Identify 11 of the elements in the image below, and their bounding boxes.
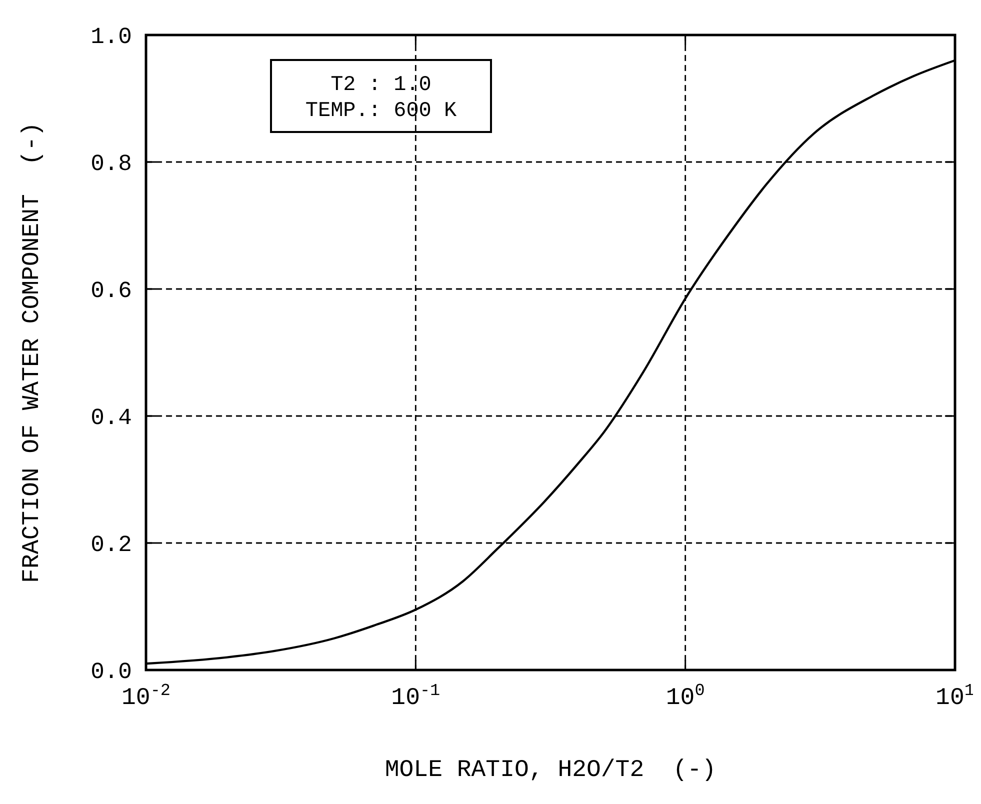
annotation: T2 : 1.0 bbox=[330, 74, 432, 97]
y-tick-label: 0.2 bbox=[90, 532, 132, 558]
x-tick-label: 10$^{-1}$ bbox=[391, 682, 440, 712]
y-tick-label: 1.0 bbox=[90, 24, 132, 50]
annotation: TEMP.: 600 K bbox=[305, 100, 458, 123]
y-tick-label: 0.4 bbox=[90, 405, 132, 431]
x-tick-label: 10$^{0}$ bbox=[666, 682, 705, 712]
y-axis-title: FRACTION OF WATER COMPONENT (-) bbox=[19, 122, 46, 583]
y-tick-label: 0.6 bbox=[90, 278, 132, 304]
y-tick-label: 0.8 bbox=[90, 151, 132, 177]
x-axis-title: MOLE RATIO, H2O/T2 (-) bbox=[384, 757, 716, 784]
